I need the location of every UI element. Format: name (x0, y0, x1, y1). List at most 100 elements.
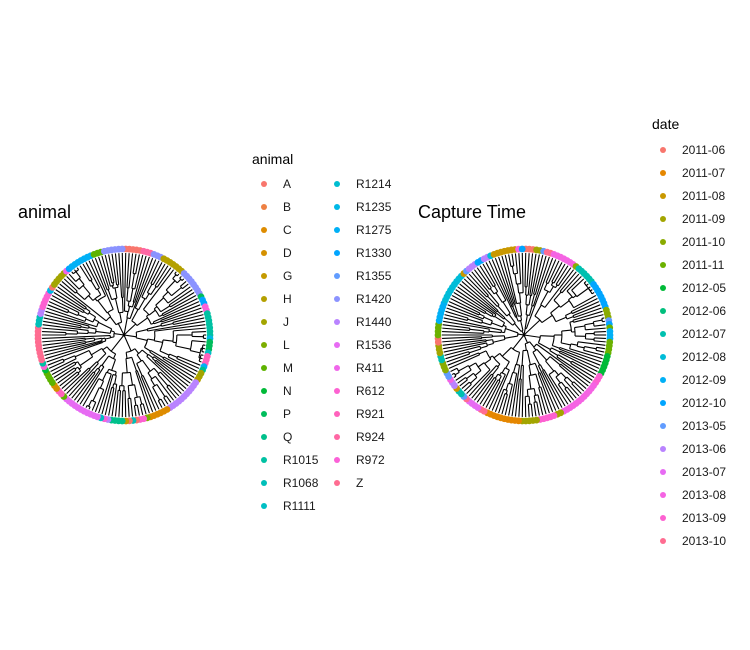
date-branch (443, 320, 490, 330)
animal-branch (100, 364, 105, 368)
date-branch (461, 381, 470, 389)
animal-branch (156, 384, 166, 397)
animal-branch (76, 369, 101, 403)
date-branch (523, 334, 529, 344)
date-branch (511, 365, 521, 417)
animal-branch (43, 317, 82, 327)
animal-branch (135, 307, 139, 311)
date-branch (494, 257, 514, 307)
animal-branch (117, 323, 125, 336)
date-branch (550, 312, 557, 322)
animal-branch (134, 396, 140, 399)
animal-branch (154, 340, 163, 343)
date-branch (498, 393, 506, 414)
animal-branch (50, 358, 77, 372)
animal-legend-label: R1536 (356, 338, 392, 352)
animal-branch (147, 372, 153, 380)
date-legend: date 2011-06 2011-07 2011-08 2011-09 2011-10… (652, 116, 726, 548)
date-branch (510, 347, 520, 353)
date-branch (468, 362, 476, 368)
animal-branch (121, 390, 124, 417)
date-branch (514, 253, 519, 274)
animal-legend-label: R1420 (356, 292, 392, 306)
animal-branch (53, 292, 85, 312)
date-legend-label: 2012-05 (682, 281, 726, 295)
date-branch (556, 356, 593, 381)
animal-branch (78, 278, 85, 286)
animal-branch (112, 374, 117, 376)
animal-branch (176, 273, 180, 277)
date-branch (571, 360, 597, 375)
animal-branch (134, 256, 150, 303)
date-branch (569, 348, 603, 360)
animal-branch (199, 357, 203, 360)
animal-branch (55, 289, 86, 310)
date-branch (486, 342, 488, 347)
date-legend-key (660, 193, 666, 199)
animal-branch (155, 359, 189, 387)
date-branch (512, 334, 525, 350)
animal-branch (159, 314, 163, 317)
date-branch (492, 339, 495, 344)
date-branch (523, 319, 541, 336)
animal-branch (97, 364, 102, 370)
animal-branch (189, 340, 193, 351)
animal-branch (134, 259, 157, 309)
animal-branch (80, 326, 89, 329)
date-branch (534, 304, 542, 317)
animal-branch (114, 390, 119, 417)
animal-branch (111, 384, 118, 417)
animal-branch (163, 356, 197, 375)
animal-branch (114, 298, 120, 313)
animal-branch (75, 269, 79, 273)
date-branch (574, 327, 576, 337)
date-branch (502, 324, 507, 328)
animal-legend-key (334, 457, 340, 463)
date-branch (557, 354, 572, 363)
date-branch (482, 263, 496, 286)
animal-legend-key (261, 227, 267, 233)
animal-branch (106, 369, 110, 373)
animal-legend-key (261, 434, 267, 440)
date-branch (482, 379, 499, 407)
animal-branch (131, 309, 139, 322)
animal-branch (172, 274, 177, 279)
date-branch (442, 336, 482, 339)
animal-branch (134, 348, 140, 354)
date-branch (492, 335, 505, 337)
animal-legend-item: R1015 (261, 453, 319, 467)
date-branch (584, 345, 597, 350)
animal-branch (198, 357, 201, 362)
date-legend-item: 2011-10 (660, 235, 725, 249)
animal-legend-label: G (283, 269, 292, 283)
date-branch (483, 316, 493, 322)
animal-branch (88, 400, 93, 407)
animal-branch (85, 307, 91, 312)
date-legend-key (660, 262, 666, 268)
date-legend-key (660, 170, 666, 176)
animal-legend-label: R1111 (283, 499, 316, 513)
date-branch (468, 365, 497, 397)
date-branch (491, 322, 503, 328)
animal-branch (112, 383, 115, 388)
date-branch (541, 314, 553, 324)
date-branch (596, 346, 605, 350)
animal-branch (96, 361, 99, 364)
animal-legend-label: J (283, 315, 289, 329)
date-branch (571, 301, 600, 315)
date-legend-label: 2013-10 (682, 534, 726, 548)
animal-legend-item: N (261, 384, 292, 398)
date-branch (583, 281, 587, 284)
animal-legend-item: R1235 (334, 200, 392, 214)
animal-branch (147, 292, 152, 296)
date-branch (529, 253, 537, 296)
date-branch (538, 387, 547, 415)
animal-branch (147, 324, 162, 330)
animal-legend-key (334, 227, 340, 233)
date-branch (572, 310, 603, 321)
animal-branch (131, 273, 135, 289)
animal-branch (53, 363, 77, 378)
date-branch (443, 342, 487, 353)
animal-branch (85, 318, 94, 323)
date-legend-label: 2012-08 (682, 350, 726, 364)
